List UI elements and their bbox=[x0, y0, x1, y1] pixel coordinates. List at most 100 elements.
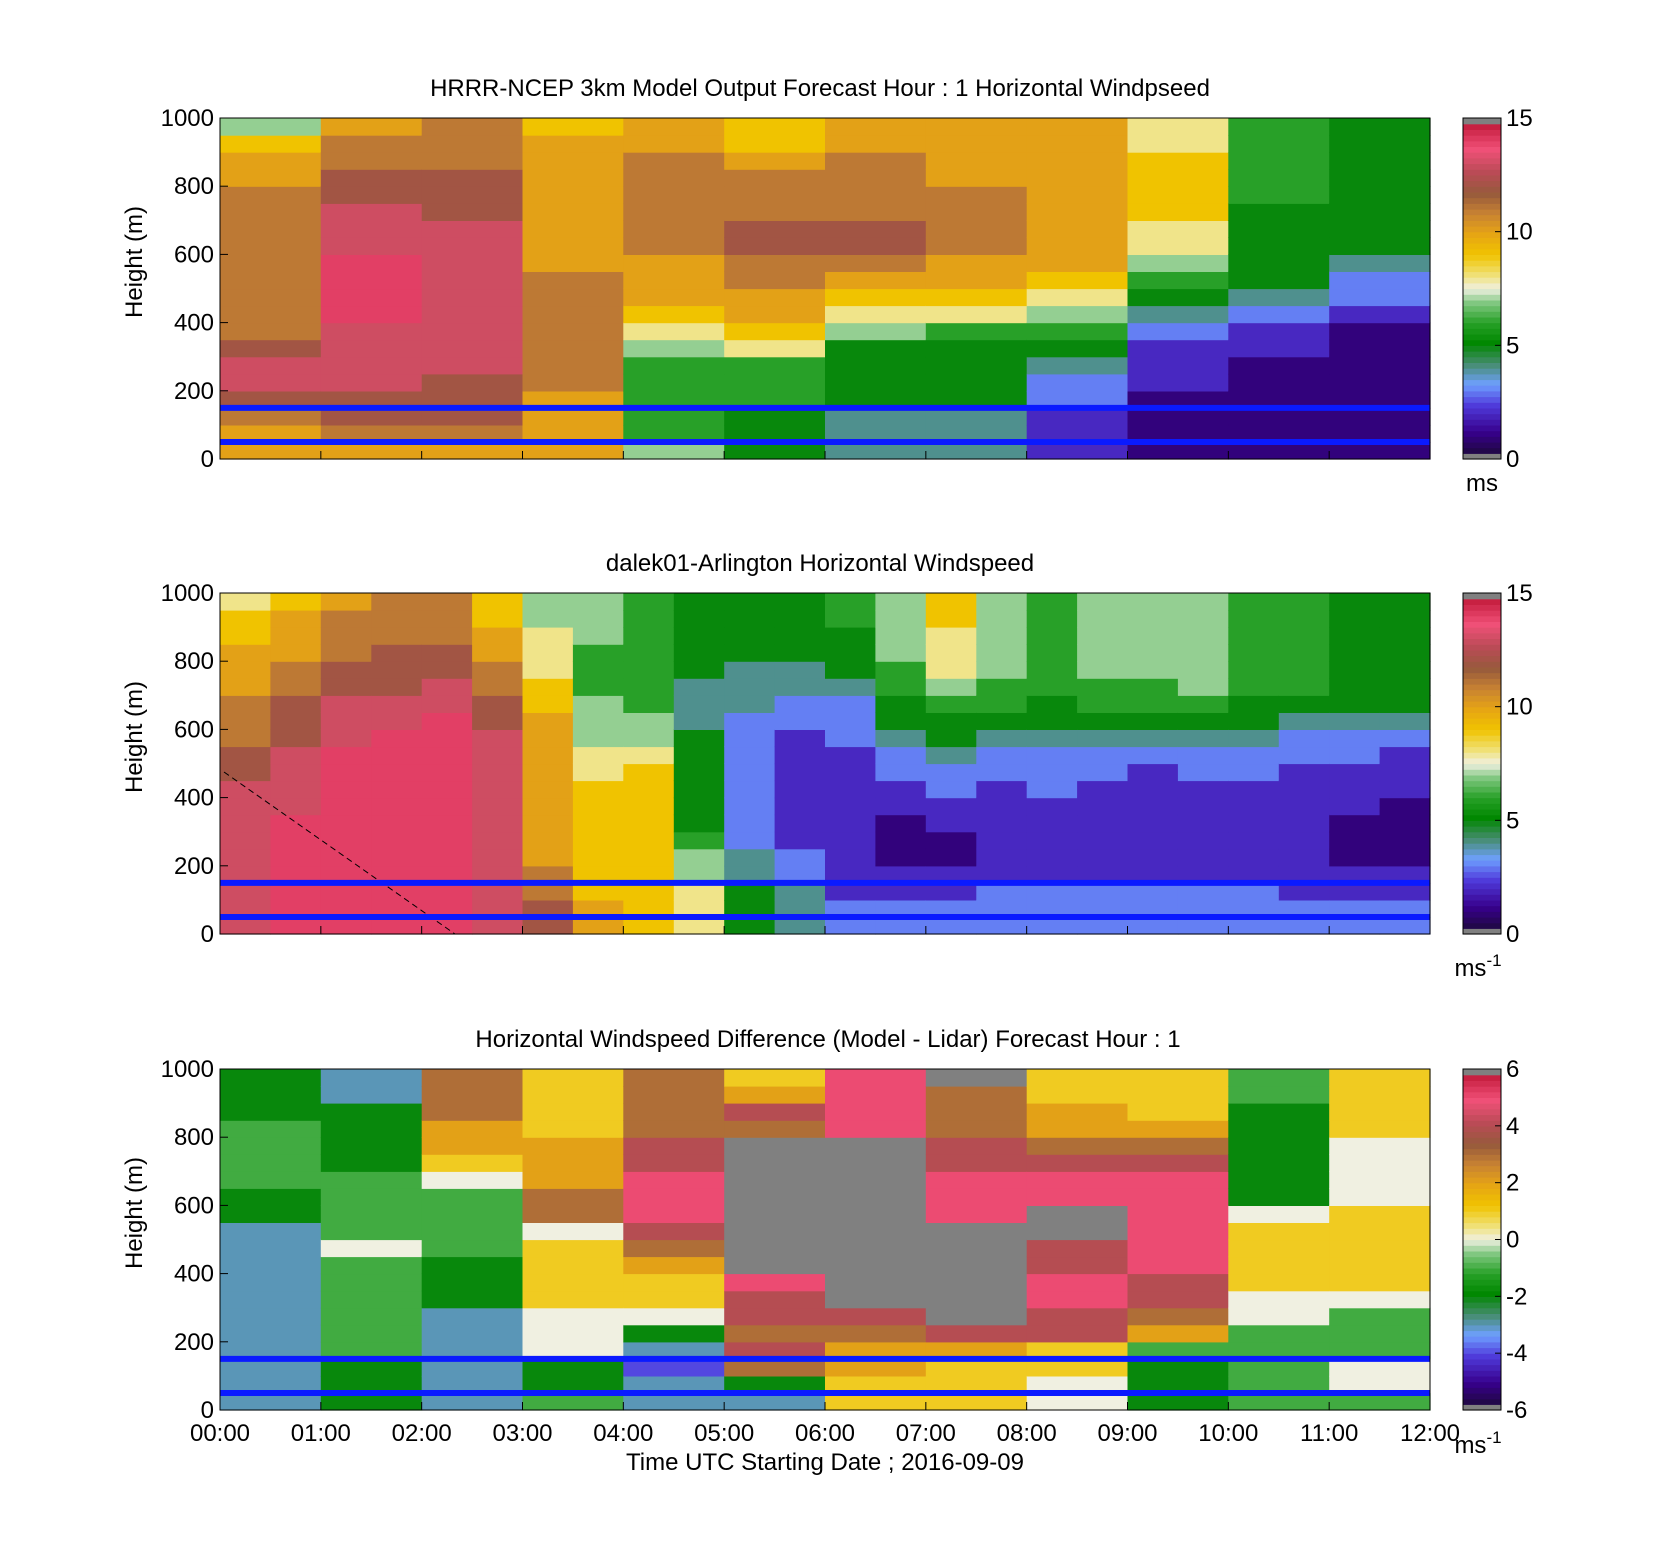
heatmap-cell bbox=[472, 695, 524, 713]
heatmap-cell bbox=[825, 1137, 927, 1155]
heatmap-cell bbox=[875, 746, 927, 765]
heatmap-cell bbox=[220, 610, 271, 628]
heatmap-cell bbox=[1177, 848, 1229, 867]
heatmap-cell bbox=[925, 424, 1028, 443]
heatmap-cell bbox=[1278, 763, 1330, 782]
heatmap-cell bbox=[220, 1188, 322, 1206]
heatmap-cell bbox=[1127, 203, 1229, 221]
heatmap-cell bbox=[825, 1154, 927, 1172]
heatmap-cell bbox=[220, 763, 271, 782]
colorbar-swatch bbox=[1463, 265, 1501, 273]
heatmap-cell bbox=[925, 729, 977, 748]
heatmap-cell bbox=[825, 1069, 927, 1087]
heatmap-cell bbox=[1329, 1324, 1431, 1343]
heatmap-cell bbox=[724, 271, 826, 290]
heatmap-cell bbox=[1127, 797, 1179, 816]
heatmap-cell bbox=[472, 610, 524, 628]
heatmap-cell bbox=[1278, 814, 1330, 833]
heatmap-cell bbox=[421, 1393, 524, 1411]
heatmap-cell bbox=[724, 186, 826, 204]
heatmap-cell bbox=[1026, 1086, 1129, 1104]
heatmap-cell bbox=[1278, 627, 1330, 645]
heatmap-cell bbox=[1127, 271, 1229, 290]
heatmap-cell bbox=[1329, 763, 1381, 782]
heatmap-cell bbox=[1127, 339, 1229, 358]
heatmap-cell bbox=[724, 627, 776, 645]
heatmap-cell bbox=[1026, 1239, 1129, 1258]
heatmap-cell bbox=[220, 780, 271, 799]
colorbar-swatch bbox=[1463, 621, 1501, 628]
heatmap-cell bbox=[472, 865, 524, 884]
heatmap-cell bbox=[320, 407, 423, 426]
heatmap-cell bbox=[320, 390, 423, 409]
heatmap-cell bbox=[1127, 695, 1179, 713]
heatmap-cell bbox=[1329, 1290, 1431, 1309]
heatmap-cell bbox=[1026, 899, 1078, 918]
heatmap-cell bbox=[925, 627, 977, 645]
heatmap-cell bbox=[623, 390, 725, 409]
colorbar-swatch bbox=[1463, 334, 1501, 341]
heatmap-cell bbox=[1026, 1120, 1129, 1138]
x-tick-label: 05:00 bbox=[694, 1420, 754, 1447]
heatmap-cell bbox=[925, 1239, 1028, 1258]
heatmap-cell bbox=[320, 763, 372, 782]
colorbar-swatch bbox=[1463, 407, 1501, 415]
heatmap-cell bbox=[724, 407, 826, 426]
heatmap-cell bbox=[522, 203, 624, 221]
heatmap-cell bbox=[724, 695, 776, 713]
heatmap-cell bbox=[472, 917, 524, 935]
heatmap-cell bbox=[623, 797, 675, 816]
heatmap-cell bbox=[1026, 763, 1078, 782]
heatmap-cell bbox=[825, 678, 876, 696]
heatmap-cell bbox=[724, 1307, 826, 1326]
heatmap-cell bbox=[421, 1103, 524, 1121]
colorbar-swatch bbox=[1463, 797, 1501, 804]
heatmap-cell bbox=[1127, 1256, 1229, 1275]
heatmap-cell bbox=[1026, 1375, 1129, 1394]
heatmap-cell bbox=[1026, 1393, 1129, 1411]
colorbar-swatch bbox=[1463, 129, 1501, 136]
heatmap-cell bbox=[421, 848, 473, 867]
heatmap-cell bbox=[1026, 169, 1129, 187]
heatmap-cell bbox=[522, 627, 574, 645]
heatmap-cell bbox=[1077, 746, 1129, 765]
heatmap-cell bbox=[320, 627, 372, 645]
colorbar-swatch bbox=[1463, 638, 1501, 645]
heatmap-cell bbox=[1278, 695, 1330, 713]
heatmap-cell bbox=[1026, 271, 1129, 290]
colorbar-swatch bbox=[1463, 1375, 1501, 1383]
heatmap-cell bbox=[1026, 373, 1129, 392]
heatmap-cell bbox=[976, 780, 1028, 799]
heatmap-cell bbox=[1379, 695, 1431, 713]
heatmap-cell bbox=[724, 441, 826, 460]
heatmap-cell bbox=[875, 593, 927, 611]
heatmap-cell bbox=[925, 882, 977, 901]
heatmap-cell bbox=[320, 271, 423, 290]
heatmap-cell bbox=[1177, 644, 1229, 662]
heatmap-cell bbox=[220, 237, 322, 255]
heatmap-cell bbox=[1228, 1205, 1330, 1223]
heatmap-cell bbox=[825, 254, 927, 272]
heatmap-cell bbox=[673, 593, 725, 611]
heatmap-cell bbox=[1379, 831, 1431, 850]
heatmap-cell bbox=[623, 644, 675, 662]
colorbar-swatch bbox=[1463, 757, 1501, 765]
heatmap-cell bbox=[572, 865, 624, 884]
colorbar-swatch bbox=[1463, 1364, 1501, 1371]
heatmap-cell bbox=[925, 1188, 1028, 1206]
heatmap-cell bbox=[1127, 678, 1179, 696]
heatmap-cell bbox=[623, 1307, 725, 1326]
heatmap-cell bbox=[1177, 917, 1229, 935]
heatmap-cell bbox=[925, 661, 977, 679]
heatmap-cell bbox=[1379, 814, 1431, 833]
heatmap-cell bbox=[522, 1375, 624, 1394]
heatmap-cell bbox=[825, 322, 927, 341]
heatmap-cell bbox=[623, 882, 675, 901]
heatmap-cell bbox=[220, 746, 271, 765]
heatmap-cell bbox=[1228, 1154, 1330, 1172]
heatmap-cell bbox=[925, 373, 1028, 392]
heatmap-cell bbox=[925, 1341, 1028, 1360]
heatmap-cell bbox=[421, 1137, 524, 1155]
heatmap-cell bbox=[220, 1290, 322, 1309]
